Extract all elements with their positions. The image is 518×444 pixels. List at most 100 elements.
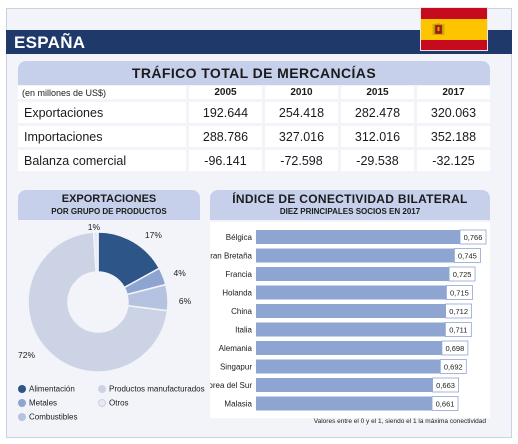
table-cell: 352.188 [414, 126, 490, 150]
pie-slice-label: 1% [87, 222, 101, 232]
legend-label: Otros [109, 398, 129, 408]
bar-value-box [448, 266, 476, 282]
bar-value-box [444, 322, 472, 337]
table-cell: 288.786 [186, 126, 262, 150]
exports-title: EXPORTACIONES [61, 193, 157, 205]
bar-value-label: 0,712 [449, 307, 468, 316]
table-row: Importaciones 288.786 327.016 312.016 35… [18, 126, 490, 150]
pie-slice-label: 17% [144, 229, 162, 240]
bar-category-label: Italia [235, 326, 252, 335]
bar-value-box [441, 340, 469, 356]
legend-item: Combustibles [18, 412, 77, 421]
bar-value-box [439, 359, 467, 374]
bar-value-label: 0,663 [436, 381, 455, 390]
bar [256, 267, 450, 281]
bar-category-label: Malasia [224, 400, 252, 409]
pie-slice [92, 231, 99, 273]
bar-svg: Bélgica 0,766 Gran Bretaña 0,745 Francia 0,72… [210, 229, 487, 411]
pie-svg [27, 231, 169, 373]
pie-slice-label: 4% [173, 268, 186, 279]
table-row: Balanza comercial -96.141 -72.598 -29.53… [18, 150, 490, 174]
bar [256, 378, 433, 392]
trade-table: (en millones de US$) 2005 2010 2015 2017… [18, 86, 490, 174]
bar-value-box [432, 377, 459, 393]
bar-value-label: 0,661 [436, 400, 455, 409]
year-header: 2005 [186, 86, 262, 102]
bar-value-label: 0,698 [445, 344, 464, 353]
bar-category-label: Singapur [220, 363, 252, 372]
legend-label: Metales [29, 398, 58, 408]
exports-title-bar: EXPORTACIONES POR GRUPO DE PRODUCTOS [18, 190, 200, 220]
connectivity-title-bar: ÍNDICE DE CONECTIVIDAD BILATERAL DIEZ PR… [210, 190, 490, 220]
bar-value-label: 0,711 [449, 326, 467, 335]
legend-item: Metales [18, 398, 57, 407]
connectivity-bar-chart: Bélgica 0,766 Gran Bretaña 0,745 Francia 0,72… [210, 222, 490, 418]
table-cell: -72.598 [262, 150, 338, 174]
table-cell: -32.125 [414, 150, 490, 174]
bar-value-label: 0,692 [444, 363, 463, 372]
bar-category-label: Francia [225, 270, 252, 279]
row-label: Exportaciones [18, 102, 186, 126]
pie-legend: Alimentación Productos manufacturados Meta… [18, 384, 205, 430]
legend-swatch [98, 398, 106, 407]
legend-label: Alimentación [29, 384, 75, 394]
unit-label: (en millones de US$) [18, 86, 186, 102]
bar [256, 396, 433, 411]
bar-value-label: 0,745 [458, 252, 477, 261]
legend-item: Productos manufacturados [98, 384, 205, 393]
bar [256, 304, 446, 318]
row-label: Importaciones [18, 126, 186, 150]
bar-value-label: 0,725 [453, 270, 472, 279]
bar [256, 359, 441, 374]
year-header: 2015 [338, 86, 414, 102]
legend-swatch [18, 398, 26, 407]
exports-subtitle: POR GRUPO DE PRODUCTOS [51, 207, 167, 216]
connectivity-note: Valores entre el 0 y el 1, siendo el 1 l… [313, 418, 486, 425]
flag-coat-of-arms [432, 23, 445, 35]
table-cell: 320.063 [414, 102, 490, 126]
connectivity-title: ÍNDICE DE CONECTIVIDAD BILATERAL [232, 192, 468, 206]
legend-item: Alimentación [18, 384, 75, 393]
table-cell: 192.644 [186, 102, 262, 126]
table-row: Exportaciones 192.644 254.418 282.478 32… [18, 102, 490, 126]
pie-slice-label: 6% [178, 296, 192, 307]
legend-swatch [18, 412, 26, 421]
trade-header-row: (en millones de US$) 2005 2010 2015 2017 [18, 86, 490, 102]
trade-title: TRÁFICO TOTAL DE MERCANCÍAS [18, 61, 490, 85]
bar-category-label: Bélgica [226, 233, 253, 242]
bar-value-box [459, 229, 487, 245]
pie-slice [27, 231, 169, 373]
legend-label: Combustibles [29, 412, 78, 422]
bar-value-box [431, 396, 459, 411]
table-cell: 312.016 [338, 126, 414, 150]
table-cell: -96.141 [186, 150, 262, 174]
bar-value-label: 0,715 [450, 289, 469, 298]
table-cell: -29.538 [338, 150, 414, 174]
bar [256, 248, 455, 263]
bar-category-label: Alemania [219, 344, 253, 353]
legend-label: Productos manufacturados [109, 384, 205, 394]
bar-value-box [454, 248, 481, 263]
connectivity-subtitle: DIEZ PRINCIPALES SOCIOS EN 2017 [279, 207, 421, 216]
page-title: ESPAÑA [14, 33, 86, 52]
bar [256, 285, 447, 300]
pie-slice-label: 72% [18, 350, 36, 361]
legend-swatch [18, 384, 26, 393]
table-cell: 254.418 [262, 102, 338, 126]
bar [256, 322, 446, 337]
bar-category-label: China [231, 307, 252, 316]
bar-value-label: 0,766 [464, 233, 483, 242]
bar-value-box [445, 303, 473, 319]
legend-swatch [98, 384, 106, 393]
year-header: 2017 [414, 86, 490, 102]
year-header: 2010 [262, 86, 338, 102]
bar-value-box [446, 285, 473, 300]
flag-yellow-stripe [421, 19, 487, 40]
trade-section: TRÁFICO TOTAL DE MERCANCÍAS (en millones… [18, 61, 490, 178]
row-label: Balanza comercial [18, 150, 186, 174]
exports-pie-chart: 17% 4% 6% 72% 1% [18, 222, 200, 432]
spain-flag [420, 7, 488, 51]
bar [256, 230, 460, 244]
bar [256, 341, 442, 355]
bar-category-label: Gran Bretaña [210, 252, 253, 261]
